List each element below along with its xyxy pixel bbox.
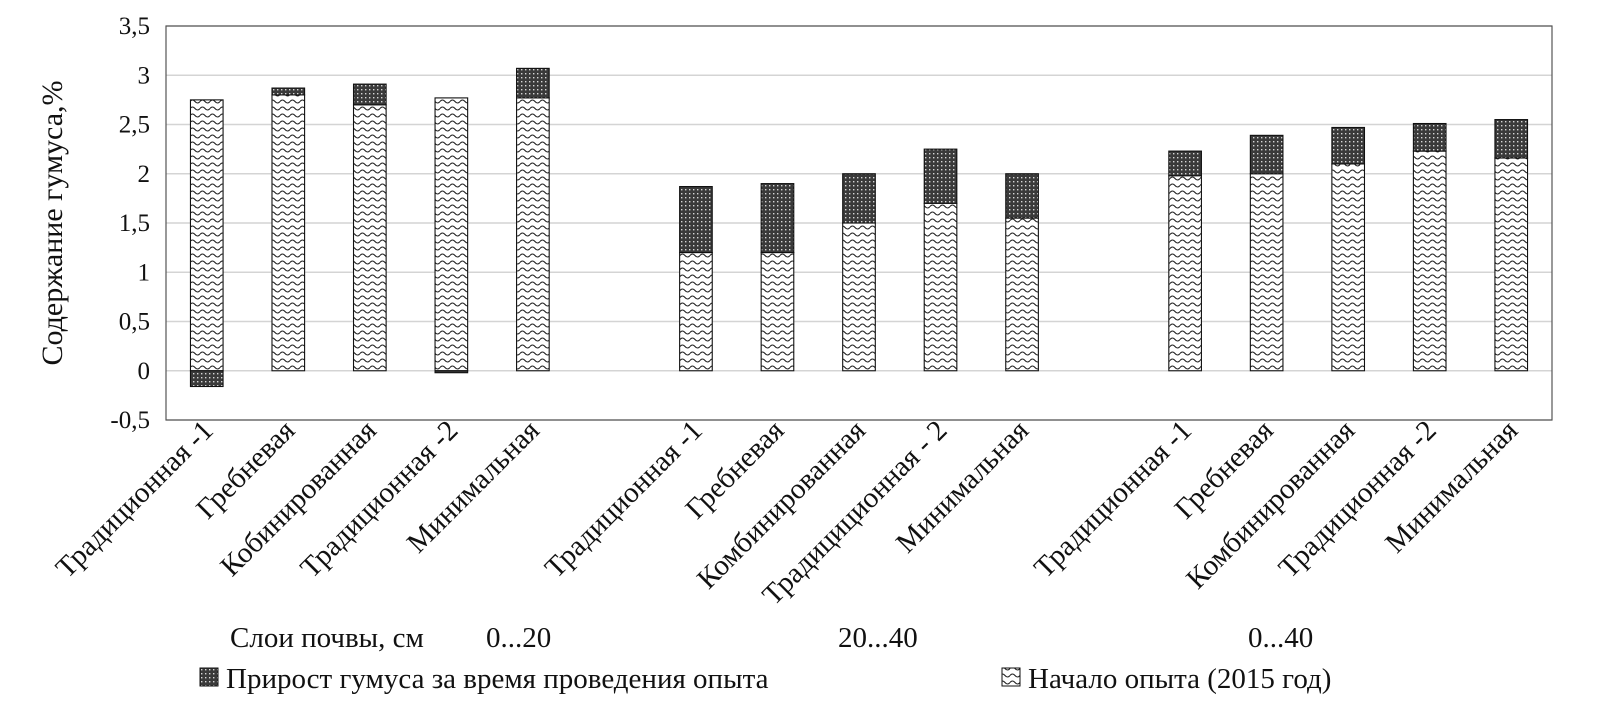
bar-start-segment	[760, 252, 795, 372]
legend-swatch-wave	[1001, 667, 1021, 687]
bar-start-segment	[434, 97, 469, 372]
legend: Прирост гумуса за время проведения опыта…	[199, 663, 1331, 695]
y-tick-label: 2	[138, 161, 151, 188]
bar-start-segment	[1168, 175, 1202, 372]
bar-start-segment	[923, 202, 958, 372]
y-tick-label: 0	[138, 358, 151, 385]
y-tick-label: 1	[138, 259, 151, 286]
bar-increment-segment	[1005, 173, 1039, 219]
bar-start-segment	[1249, 173, 1284, 372]
y-axis-ticks: -0,5 0 0,5 1 1,5 2 2,5 3 3,5	[110, 13, 150, 434]
y-axis-title: Содержание гумуса,%	[36, 80, 69, 365]
bar-increment-segment	[842, 173, 876, 224]
legend-label-dots: Прирост гумуса за время проведения опыта	[226, 663, 769, 695]
bar-start-segment	[1494, 157, 1529, 372]
bar-start-segment	[352, 104, 387, 372]
bar-increment-segment	[516, 67, 550, 99]
legend-label-wave: Начало опыта (2015 год)	[1028, 663, 1331, 695]
bar-increment-segment	[1168, 150, 1202, 177]
group-label-2: 0...40	[1248, 622, 1313, 654]
y-tick-label: 3	[138, 62, 151, 89]
bar-start-segment	[679, 252, 713, 372]
bar-increment-segment	[1331, 126, 1366, 165]
bar-increment-segment	[434, 370, 469, 374]
bar-start-segment	[1331, 163, 1366, 372]
bar-increment-segment	[1494, 119, 1529, 159]
bar-increment-segment	[1249, 134, 1284, 175]
y-tick-label: 0,5	[119, 309, 150, 336]
group-label-0: 0...20	[486, 622, 551, 654]
bar-start-segment	[516, 97, 550, 372]
bar-increment-segment	[1412, 122, 1447, 152]
plot-area-frame	[165, 25, 1553, 421]
bar-start-segment	[189, 99, 224, 372]
x-axis-title: Слои почвы, см	[230, 622, 424, 654]
bar-increment-segment	[189, 370, 224, 388]
y-tick-label: 1,5	[119, 210, 150, 237]
legend-swatch-dots	[199, 667, 219, 687]
bar-start-segment	[1412, 150, 1447, 372]
y-tick-label: 3,5	[119, 13, 150, 40]
bar-increment-segment	[923, 148, 958, 204]
bar-increment-segment	[679, 186, 713, 254]
bar-start-segment	[271, 94, 306, 372]
y-tick-label: 2,5	[119, 112, 150, 139]
group-label-1: 20...40	[838, 622, 918, 654]
bar-increment-segment	[352, 83, 387, 106]
category-labels: Традиционная -1ГребневаяКобинированнаяТр…	[50, 414, 1524, 611]
bar-start-segment	[842, 222, 876, 372]
bar-start-segment	[1005, 217, 1039, 372]
y-tick-label: -0,5	[110, 407, 150, 434]
bars	[189, 67, 1529, 388]
bar-increment-segment	[760, 183, 795, 254]
bar-increment-segment	[271, 87, 306, 96]
